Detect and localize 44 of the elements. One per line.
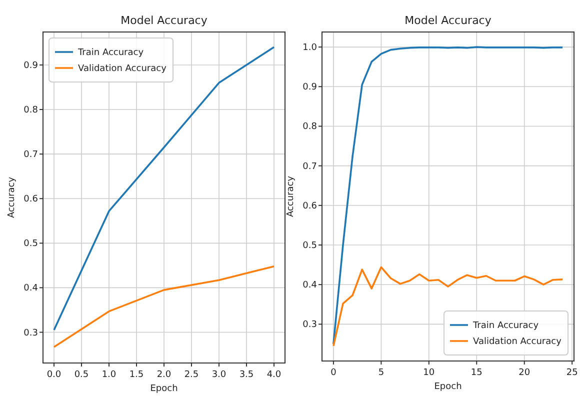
line-series xyxy=(53,46,275,331)
y-tick-label: 0.3 xyxy=(24,328,38,338)
x-tick-label: 4.0 xyxy=(266,370,282,380)
x-tick-label: 2.5 xyxy=(184,370,199,380)
x-tick-label: 0.0 xyxy=(46,370,62,380)
y-tick-label: 0.4 xyxy=(302,280,318,291)
y-tick-label: 0.8 xyxy=(302,122,318,132)
y-axis-title: Accuracy xyxy=(286,175,296,218)
x-tick-label: 0.5 xyxy=(74,370,89,380)
x-axis-title: Epoch xyxy=(150,384,178,394)
line-series xyxy=(332,266,564,347)
legend-label: Validation Accuracy xyxy=(78,64,168,74)
x-tick-label: 10 xyxy=(423,368,435,378)
y-tick-label: 0.5 xyxy=(24,239,38,250)
y-tick-label: 0.9 xyxy=(302,82,318,93)
chart-title: Model Accuracy xyxy=(120,14,208,27)
y-tick-label: 0.4 xyxy=(24,284,38,294)
legend-label: Validation Accuracy xyxy=(473,337,562,347)
line-series xyxy=(53,265,275,348)
y-tick-label: 0.7 xyxy=(24,150,38,160)
y-tick-label: 0.3 xyxy=(302,320,317,330)
y-tick-label: 0.5 xyxy=(302,241,317,251)
x-tick-label: 1.5 xyxy=(129,370,144,380)
x-tick-label: 15 xyxy=(470,368,482,378)
y-tick-label: 0.8 xyxy=(24,106,38,116)
x-tick-label: 2.0 xyxy=(156,370,172,380)
x-tick-label: 25 xyxy=(566,368,578,378)
x-tick-label: 1.0 xyxy=(102,370,116,380)
x-tick-label: 3.5 xyxy=(239,370,254,380)
y-tick-label: 0.6 xyxy=(24,194,38,205)
legend-label: Train Accuracy xyxy=(77,48,144,58)
x-tick-label: 0 xyxy=(330,368,337,378)
x-tick-label: 3.0 xyxy=(212,370,226,380)
x-axis-title: Epoch xyxy=(434,382,462,392)
y-tick-label: 0.7 xyxy=(302,162,317,172)
y-tick-label: 0.6 xyxy=(302,201,318,212)
y-tick-label: 1.0 xyxy=(302,43,318,54)
legend-label: Train Accuracy xyxy=(472,321,540,331)
chart-title: Model Accuracy xyxy=(404,14,492,27)
x-tick-label: 20 xyxy=(518,368,530,378)
line-series xyxy=(332,46,564,345)
x-tick-label: 5 xyxy=(378,368,384,378)
y-axis-title: Accuracy xyxy=(7,176,17,218)
y-tick-label: 0.9 xyxy=(24,60,38,71)
